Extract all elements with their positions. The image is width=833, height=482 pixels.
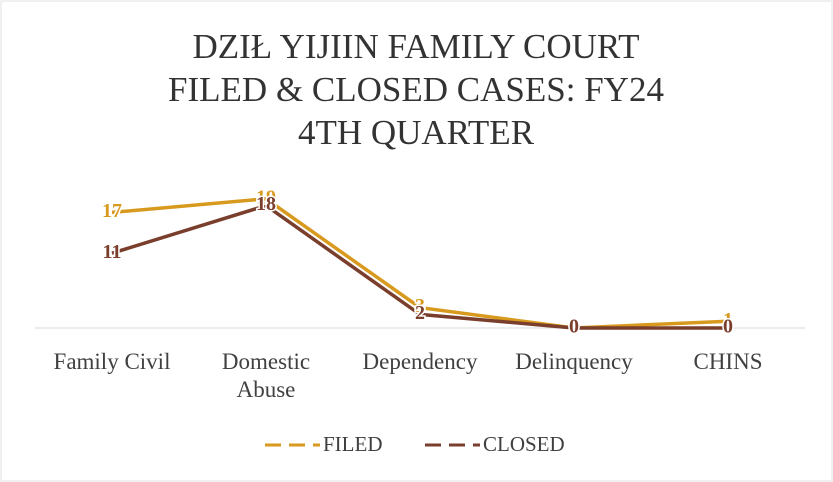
legend-label: CLOSED [483,432,565,456]
data-label: 11 [103,241,122,263]
data-label: 0 [569,316,579,338]
series-line [111,197,729,330]
chart-title: DZIŁ YIJIIN FAMILY COURT [192,27,639,66]
data-label: 18 [256,193,276,215]
data-label: 3 [415,295,425,317]
legend-label: FILED [323,432,383,456]
data-label: 0 [569,316,579,338]
chart-title: 4TH QUARTER [298,113,535,152]
x-tick-label: Delinquency [515,349,633,374]
x-tick-label: Family Civil [53,349,171,374]
data-label: 2 [415,302,425,324]
series-line [111,203,728,330]
x-tick-label: CHINS [693,349,763,374]
x-tick-label: Domestic Abuse [221,349,311,402]
data-label: 1 [723,309,733,331]
x-tick-label: Dependency [362,349,478,374]
data-label: 17 [102,200,122,222]
data-label: 0 [723,316,733,338]
chart-title: FILED & CLOSED CASES: FY24 [168,70,664,109]
data-label: 19 [256,186,276,208]
